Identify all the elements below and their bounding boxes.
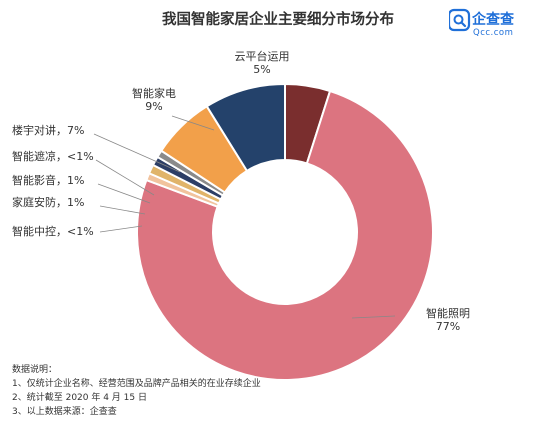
slice-label-value-8: 9% <box>145 100 162 113</box>
slice-label-name-1: 云平台运用 <box>235 49 290 63</box>
logo-text: 企查查 <box>472 12 514 28</box>
slice-label-value-2: 77% <box>436 320 460 333</box>
slice-label-name-2: 智能照明 <box>426 306 470 320</box>
chart-title: 我国智能家居企业主要细分市场分布 <box>162 12 394 28</box>
slice-label-7: 楼宇对讲，7% <box>12 123 84 137</box>
notes-item-3: 3、以上数据来源：企查查 <box>12 407 117 417</box>
notes-item-2: 2、统计截至 2020 年 4 月 15 日 <box>12 393 147 403</box>
slice-label-5: 智能影音，1% <box>12 173 84 187</box>
slice-label-value-1: 5% <box>253 63 270 76</box>
leader-line-8 <box>171 115 215 131</box>
slice-2 <box>136 89 434 381</box>
slice-8 <box>205 82 286 173</box>
leader-line-5 <box>97 183 151 204</box>
data-notes: 数据说明： 1、仅统计企业名称、经营范围及品牌产品相关的在业存续企业 2、统计截… <box>12 363 552 419</box>
slice-label-3: 智能中控，<1% <box>12 224 94 238</box>
slice-label-6: 智能遮凉，<1% <box>12 149 94 163</box>
leader-line-7 <box>93 133 181 173</box>
leader-line-4 <box>99 205 146 215</box>
slice-label-2: 智能照明 77% <box>426 306 470 333</box>
slice-label-4: 家庭安防，1% <box>12 195 84 209</box>
leader-line-2 <box>351 315 396 319</box>
slice-label-name-8: 智能家电 <box>132 86 176 100</box>
leader-line-6 <box>95 159 155 196</box>
notes-heading: 数据说明： <box>12 365 58 375</box>
leader-line-3 <box>99 225 143 233</box>
slice-label-1: 云平台运用 5% <box>235 49 290 76</box>
qcc-logo-icon <box>449 8 471 32</box>
logo-sub: Qcc.com <box>473 28 514 38</box>
slice-label-8: 智能家电 9% <box>132 86 176 113</box>
notes-item-1: 1、仅统计企业名称、经营范围及品牌产品相关的在业存续企业 <box>12 379 261 389</box>
